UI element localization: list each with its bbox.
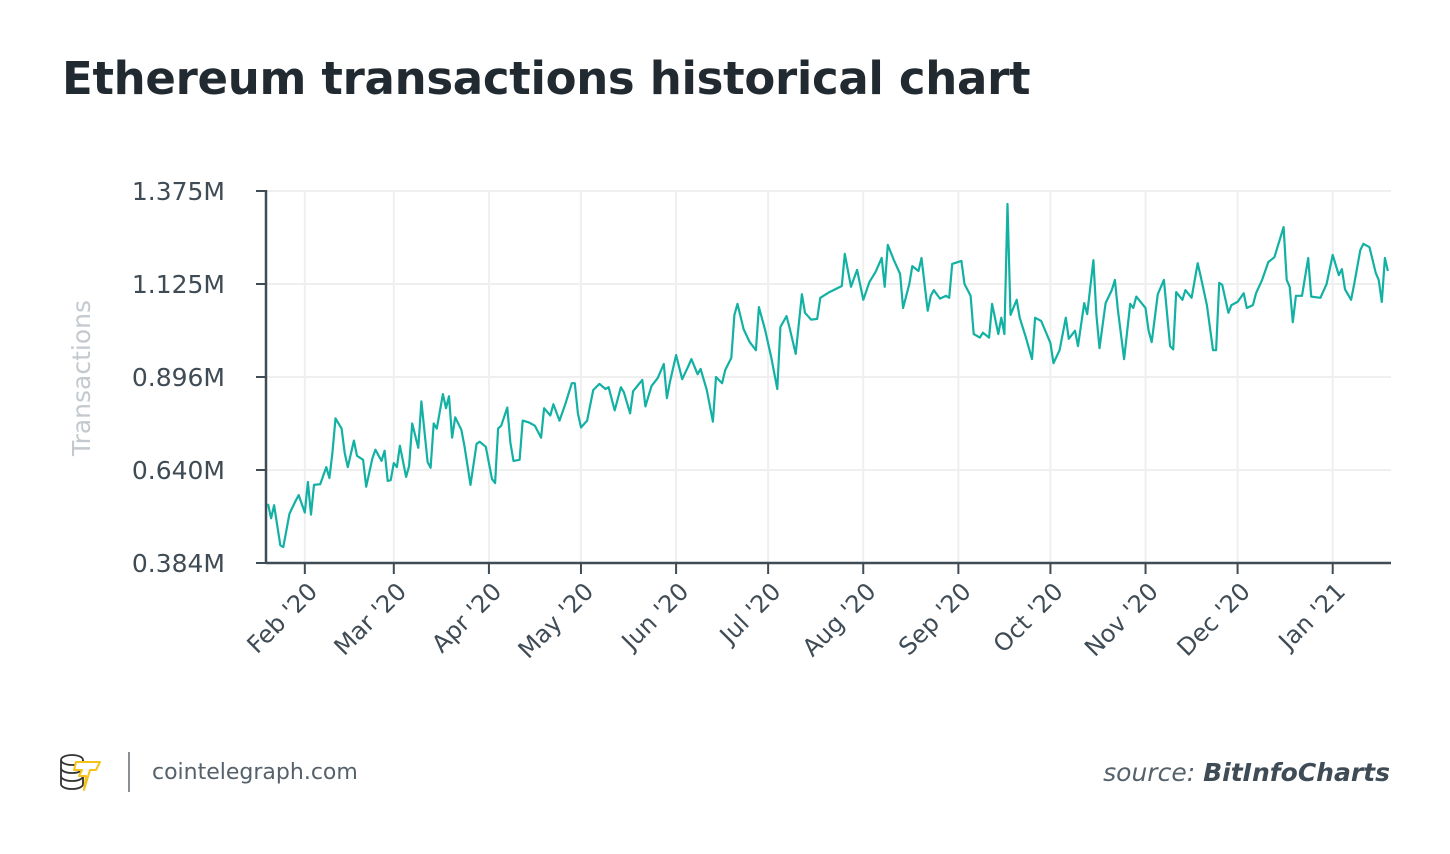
x-tick-label: May '20 — [513, 577, 600, 664]
y-tick-label: 0.384M — [132, 549, 225, 578]
y-tick-label: 0.896M — [132, 363, 225, 392]
x-tick-label: Dec '20 — [1172, 577, 1256, 661]
series-line — [266, 202, 1389, 549]
x-tick-label: Sep '20 — [893, 577, 976, 660]
x-tick-label: Jun '20 — [615, 577, 694, 656]
source-name: BitInfoCharts — [1203, 758, 1390, 787]
footer-brand: cointelegraph.com — [58, 752, 358, 792]
x-tick-label: Nov '20 — [1079, 577, 1164, 662]
x-ticks: Feb '20 Mar '20 Apr '20 May '20 Jun '20 Jul '… — [242, 563, 1351, 664]
y-tick-label: 1.125M — [132, 270, 225, 299]
source-prefix: source: — [1103, 758, 1196, 787]
footer-divider — [128, 752, 130, 792]
grid — [266, 190, 1391, 563]
y-tick-label: 0.640M — [132, 456, 225, 485]
x-tick-label: Mar '20 — [329, 577, 412, 660]
y-ticks: 0.384M 0.640M 0.896M 1.125M 1.375M — [132, 177, 266, 578]
page-title: Ethereum transactions historical chart — [62, 52, 1031, 105]
site-name: cointelegraph.com — [152, 759, 358, 785]
x-tick-label: Aug '20 — [797, 577, 882, 662]
source-credit: source: BitInfoCharts — [1103, 758, 1390, 787]
x-tick-label: Jul '20 — [713, 577, 786, 650]
x-tick-label: Jan '21 — [1272, 577, 1351, 656]
cointelegraph-logo-icon — [60, 754, 101, 791]
y-tick-label: 1.375M — [132, 177, 225, 206]
x-tick-label: Apr '20 — [426, 577, 507, 658]
x-tick-label: Oct '20 — [988, 577, 1069, 658]
y-axis-label: Transactions — [67, 300, 96, 457]
x-tick-label: Feb '20 — [242, 577, 324, 659]
